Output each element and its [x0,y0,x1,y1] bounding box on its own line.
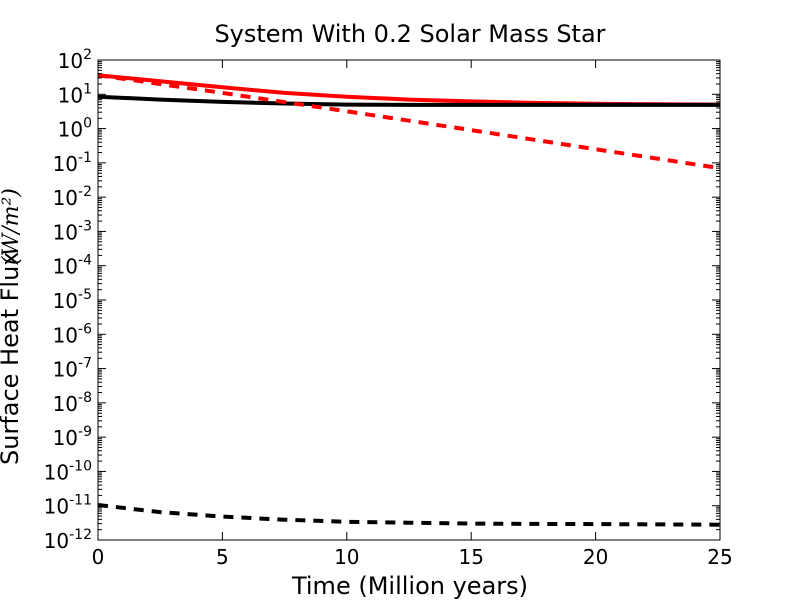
y-tick-label: 100 [58,116,92,142]
x-tick-label: 25 [707,545,732,569]
y-tick-label: 10-9 [53,424,92,450]
y-tick-label: 10-6 [53,321,93,347]
y-tick-label: 101 [58,81,92,107]
y-axis-label: Surface Heat Flux (W/m²) [0,188,24,465]
y-tick-label: 10-4 [53,253,93,279]
series-black-solid [98,94,720,107]
y-tick-label: 10-1 [53,150,92,176]
y-tick-label: 102 [58,47,92,73]
y-tick-label: 10-11 [44,493,92,519]
x-tick-label: 5 [216,545,229,569]
y-axis-label-unit: (W/m²) [0,188,24,265]
y-tick-label: 10-3 [53,218,92,244]
series-red-dashed [98,73,720,171]
y-tick-label: 10-2 [53,184,92,210]
series-black-dashed [98,503,720,527]
y-tick-labels: 102 101 100 10-1 10-2 10-3 10-4 10-5 10-6 10-7 10-… [44,47,92,553]
x-tick-label: 0 [92,545,105,569]
x-tick-label: 15 [458,545,483,569]
x-tick-labels: 0 5 10 15 20 25 [92,545,733,569]
tick-marks [97,59,721,541]
y-tick-label: 10-5 [53,287,92,313]
series-layer [98,73,720,527]
y-tick-label: 10-10 [44,458,92,484]
chart-title: System With 0.2 Solar Mass Star [214,20,605,48]
x-tick-label: 20 [583,545,608,569]
y-tick-label: 10-8 [53,390,92,416]
y-tick-label: 10-12 [44,527,92,553]
x-axis-label: Time (Million years) [291,572,528,600]
y-axis-label-text: Surface Heat Flux [0,251,24,465]
y-tick-label: 10-7 [53,356,92,382]
plot-frame [97,59,721,541]
x-tick-label: 10 [334,545,359,569]
